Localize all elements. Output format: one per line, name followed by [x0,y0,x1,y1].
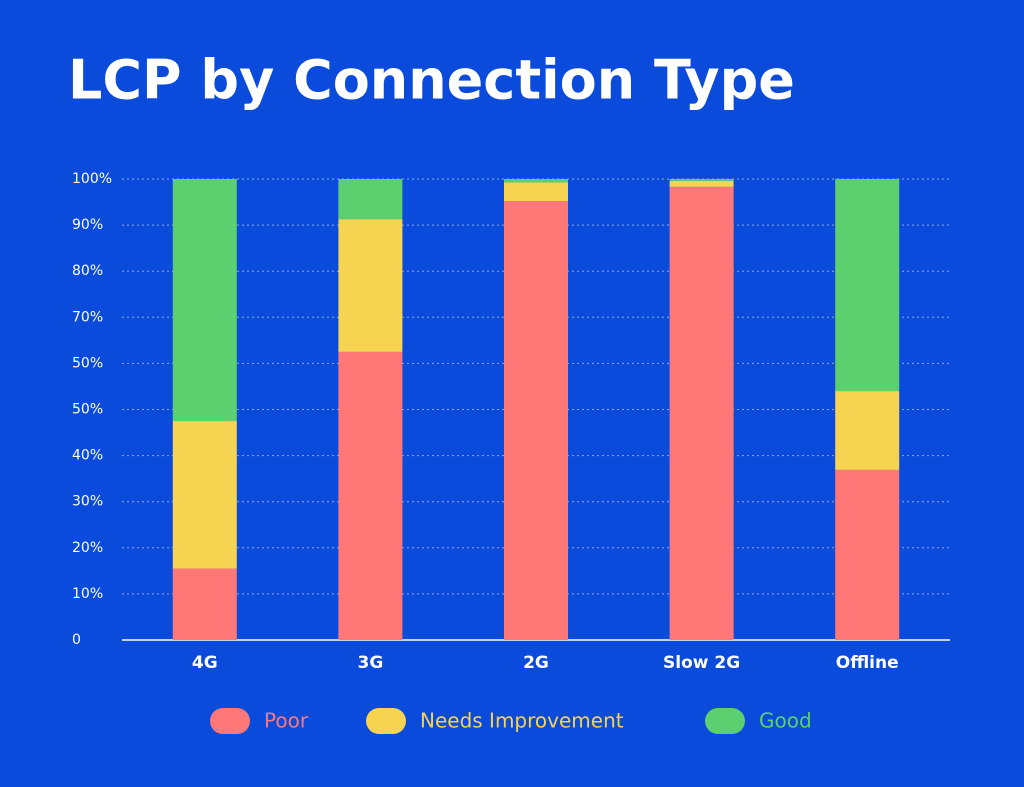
y-tick-label: 100% [72,171,112,187]
y-tick-label: 70% [72,309,103,325]
legend-swatch [210,708,250,734]
x-tick-label: 2G [523,653,549,673]
x-tick-label: 3G [358,653,384,673]
bar-segment [669,180,734,187]
bar-segment [835,469,900,640]
x-tick-label: 4G [192,653,218,673]
bar-segment [504,179,568,183]
y-tick-label: 10% [72,586,103,602]
bar-segment [504,182,568,202]
legend-label: Good [759,709,812,733]
bar-segment [669,186,734,640]
legend-swatch [366,708,406,734]
bar-segment [835,391,900,470]
bar-segment [669,179,734,181]
y-tick-label: 50% [72,355,103,371]
y-tick-label: 40% [72,448,103,464]
legend-label: Needs Improvement [420,709,624,733]
y-tick-label: 20% [72,540,103,556]
y-tick-label: 0 [72,632,81,648]
legend-label: Poor [264,709,309,733]
bar-segment [338,219,403,352]
bar-segment [338,351,403,640]
x-tick-label: Offline [836,653,899,673]
bar-segment [172,421,237,569]
x-tick-label: Slow 2G [663,653,740,673]
y-tick-label: 90% [72,217,103,233]
y-tick-label: 50% [72,402,103,418]
bar-segment [338,179,403,220]
bar-segment [172,179,237,422]
bar-segment [172,568,237,640]
legend-swatch [705,708,745,734]
chart-title: LCP by Connection Type [68,49,795,112]
y-tick-label: 80% [72,263,103,279]
y-tick-label: 30% [72,494,103,510]
bar-segment [835,179,900,392]
bar-segment [504,201,568,641]
